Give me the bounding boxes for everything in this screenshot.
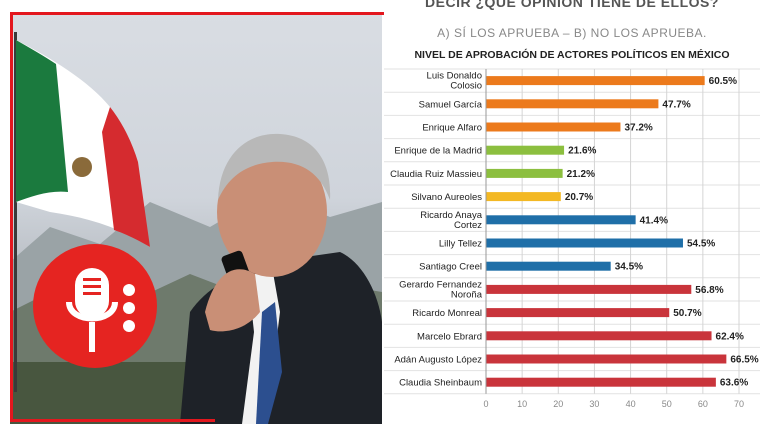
x-tick-label: 60 xyxy=(698,399,708,409)
value-label: 21.2% xyxy=(567,169,595,180)
x-tick-label: 20 xyxy=(553,399,563,409)
bar xyxy=(486,99,659,109)
bar xyxy=(486,192,561,202)
value-label: 56.8% xyxy=(695,285,723,296)
frame-left-line xyxy=(10,12,13,422)
category-label: Adán Augusto López xyxy=(394,355,482,366)
value-label: 62.4% xyxy=(716,331,744,342)
bar xyxy=(486,168,563,178)
x-tick-label: 40 xyxy=(626,399,636,409)
value-label: 34.5% xyxy=(615,262,643,273)
value-label: 20.7% xyxy=(565,192,593,203)
category-label: Silvano Aureoles xyxy=(411,192,482,203)
approval-chart-panel: DECIR ¿QUÉ OPINIÓN TIENE DE ELLOS? A) SÍ… xyxy=(384,0,760,424)
photo-illustration xyxy=(10,32,382,424)
category-label: Gerardo Fernandez Noroña xyxy=(399,279,483,300)
value-label: 41.4% xyxy=(640,215,668,226)
value-label: 63.6% xyxy=(720,378,748,389)
bar xyxy=(486,238,683,248)
value-label: 50.7% xyxy=(673,308,701,319)
category-label: Luis Donaldo Colosio xyxy=(427,71,482,92)
value-label: 37.2% xyxy=(624,123,652,134)
microphone-icon xyxy=(66,268,135,352)
survey-options: A) SÍ LOS APRUEBA – B) NO LOS APRUEBA. xyxy=(437,26,707,40)
photo-politician-on-phone xyxy=(10,12,382,424)
category-label: Claudia Ruiz Massieu xyxy=(390,169,482,180)
bar xyxy=(486,284,692,294)
value-label: 21.6% xyxy=(568,146,596,157)
category-label: Lilly Tellez xyxy=(439,239,482,250)
bar xyxy=(486,331,712,341)
category-label: Enrique de la Madrid xyxy=(394,146,482,157)
bar xyxy=(486,308,670,318)
bar xyxy=(486,145,565,155)
bar xyxy=(486,354,727,364)
chart-title: NIVEL DE APROBACIÓN DE ACTORES POLÍTICOS… xyxy=(414,49,730,61)
x-tick-label: 0 xyxy=(483,399,488,409)
value-label: 47.7% xyxy=(662,99,690,110)
bar xyxy=(486,261,611,271)
bar-chart: 0 10 20 30 40 50 60 70 Luis Donaldo Colosio 60.5% S… xyxy=(384,68,760,409)
microphone-badge xyxy=(33,244,157,368)
category-label: Ricardo Anaya Cortez xyxy=(420,210,483,231)
frame-bottom-line xyxy=(10,419,215,422)
bar xyxy=(486,377,716,387)
value-label: 60.5% xyxy=(709,76,737,87)
survey-question: DECIR ¿QUÉ OPINIÓN TIENE DE ELLOS? xyxy=(425,0,719,10)
category-label: Enrique Alfaro xyxy=(422,123,482,134)
value-label: 66.5% xyxy=(730,355,758,366)
bar xyxy=(486,122,621,132)
x-tick-label: 70 xyxy=(734,399,744,409)
x-tick-label: 30 xyxy=(589,399,599,409)
x-tick-label: 10 xyxy=(517,399,527,409)
category-label: Santiago Creel xyxy=(419,262,482,273)
value-label: 54.5% xyxy=(687,239,715,250)
category-label: Ricardo Monreal xyxy=(412,308,482,319)
bar xyxy=(486,76,705,86)
x-tick-label: 50 xyxy=(662,399,672,409)
category-label: Claudia Sheinbaum xyxy=(399,378,482,389)
category-label: Samuel García xyxy=(419,99,483,110)
category-label: Marcelo Ebrard xyxy=(417,331,482,342)
bar xyxy=(486,215,636,225)
